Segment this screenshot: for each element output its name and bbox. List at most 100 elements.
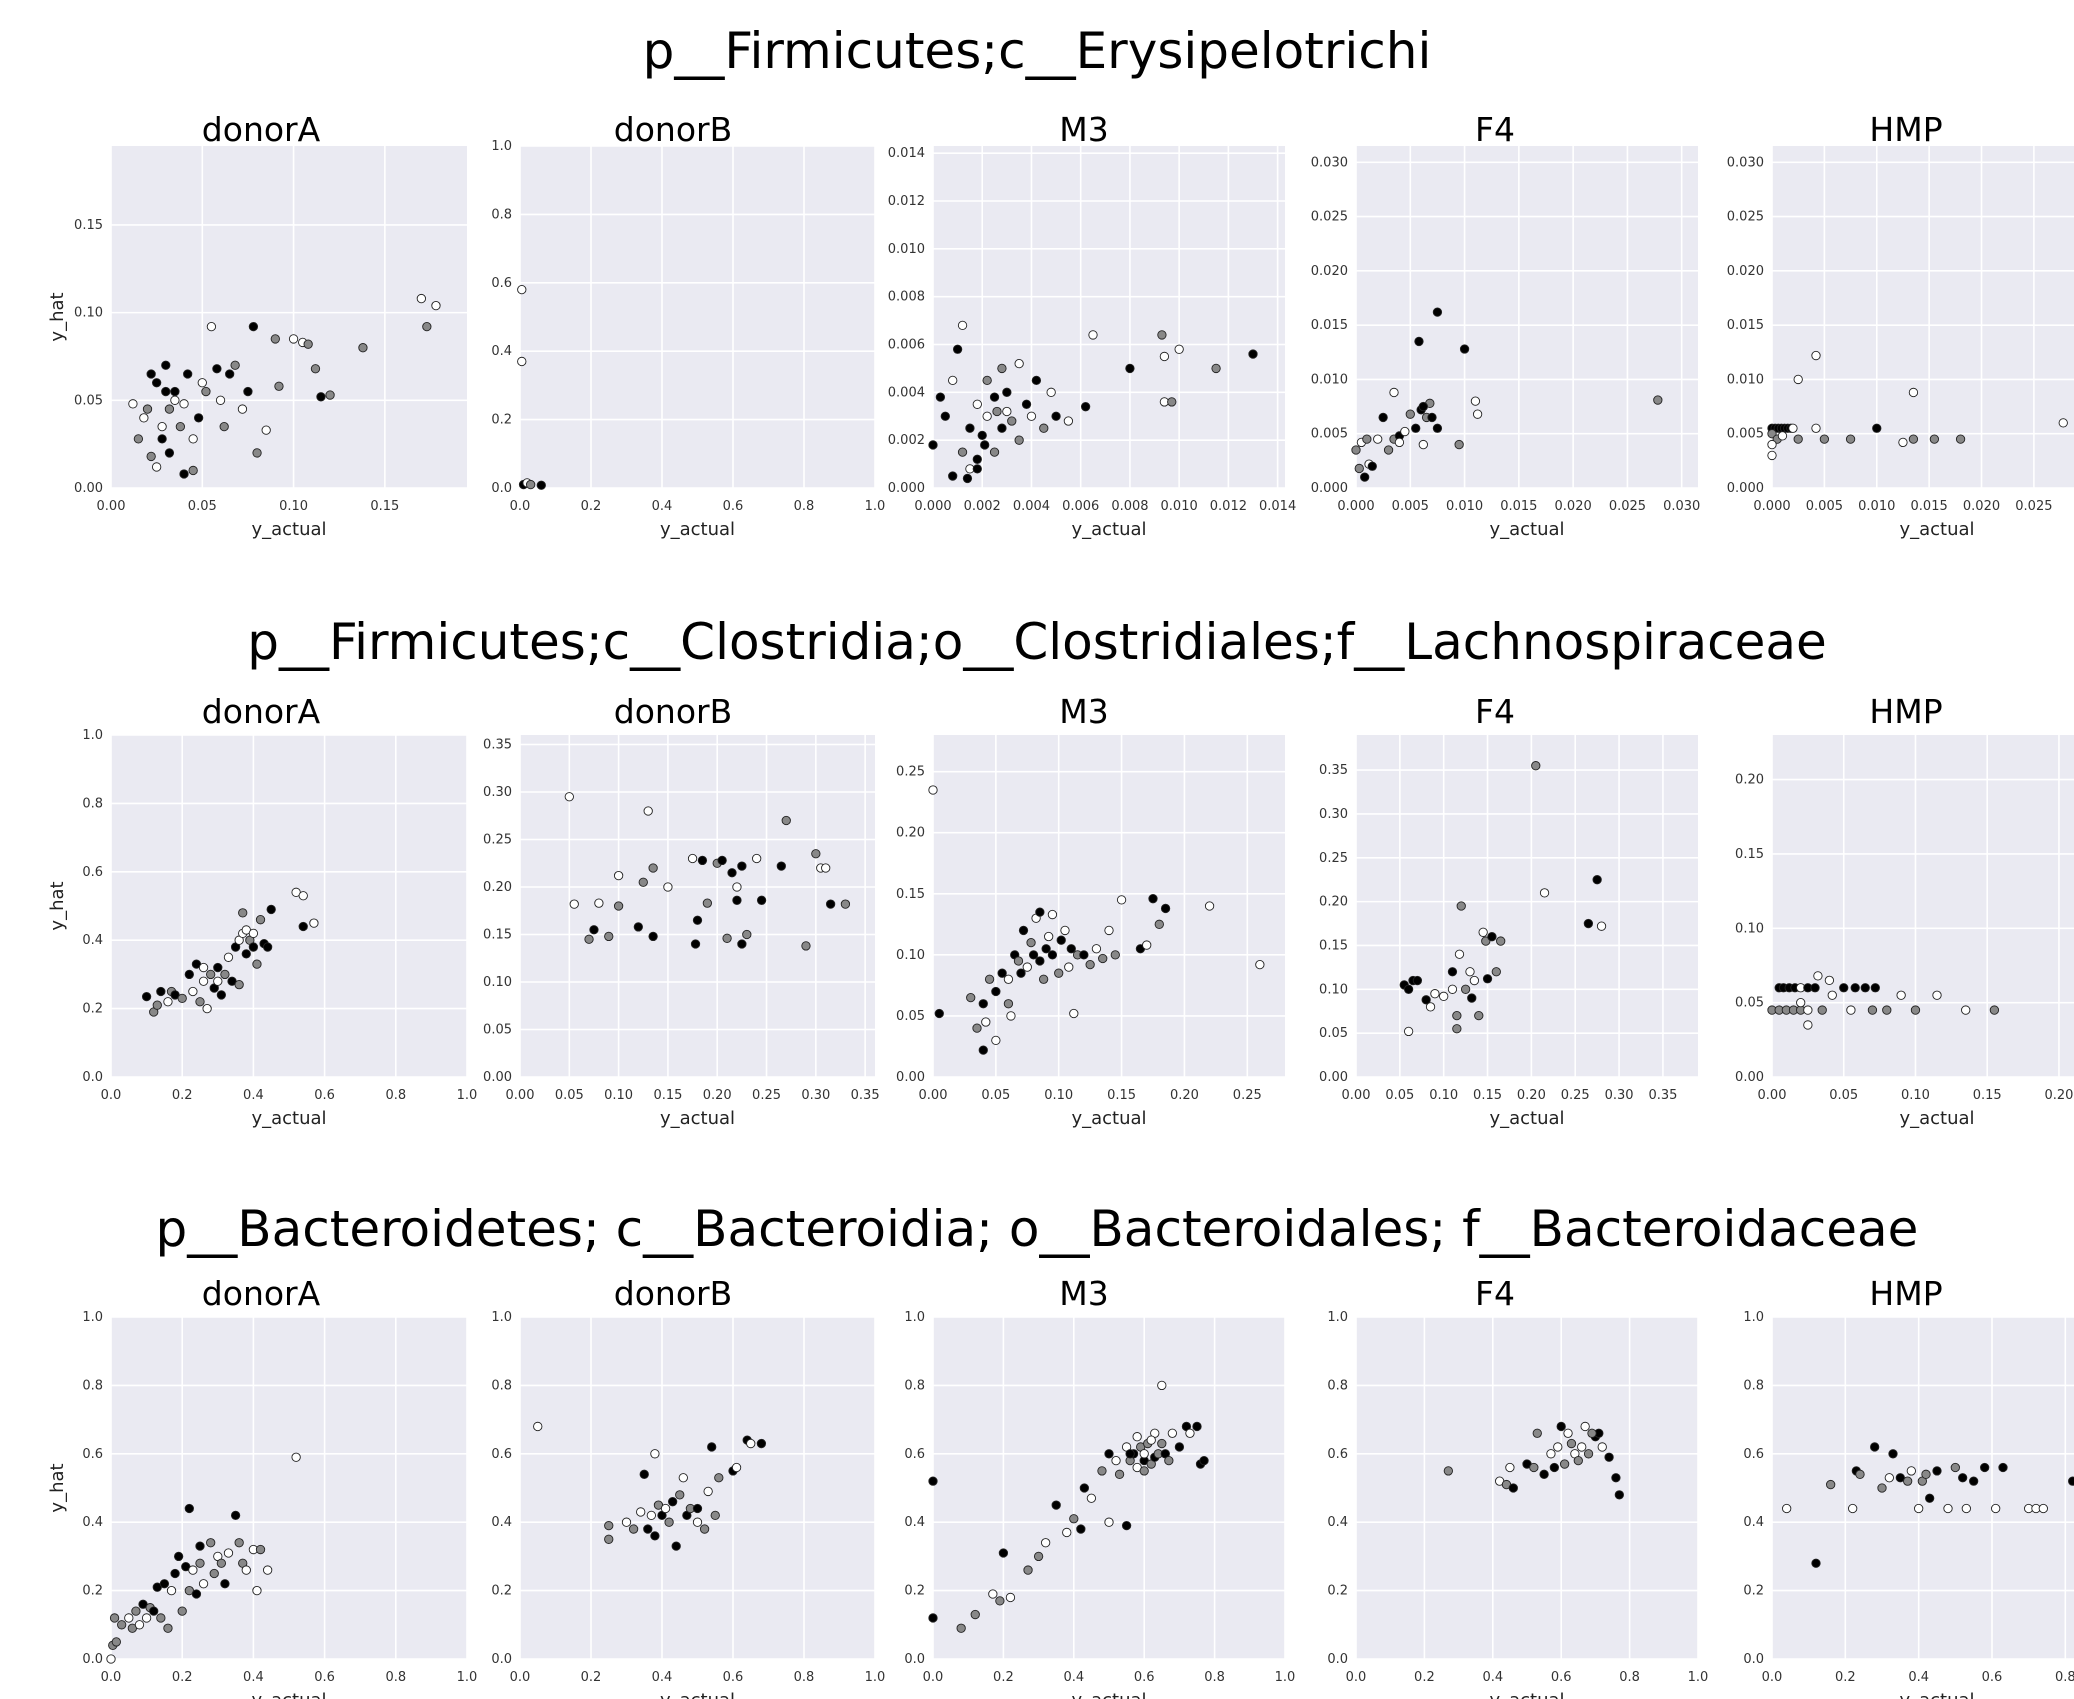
y-tick-label: 0.0 [82,1652,103,1667]
data-point [1884,1473,1894,1483]
x-tick-label: 0.4 [1063,1670,1084,1685]
data-point [206,969,216,980]
panel-title-r1-donorb: donorB [613,692,733,731]
data-point [604,1534,614,1544]
y-tick-label: 0.4 [82,933,103,948]
data-point [671,1541,681,1551]
data-point [1157,1438,1167,1449]
data-point [223,1548,234,1558]
data-point [164,404,175,414]
data-point [1167,397,1177,407]
x-tick-label: 0.6 [314,1088,335,1103]
data-point [1563,1428,1573,1438]
panel-r2-hmp: 0.0 0.2 0.4 0.6 0.8 0.0 0.2 0.4 0.6 0.8 1.0 y_actua… [1743,1310,2074,1699]
plot-area [520,146,875,488]
data-point [1955,434,1966,444]
data-point [935,392,946,402]
plot-area [111,735,467,1077]
data-point [984,974,995,984]
data-point [1505,1462,1515,1473]
data-point [193,413,204,423]
data-point [416,293,427,304]
data-point [1452,1010,1462,1021]
data-point [1255,959,1265,970]
data-point [1583,918,1594,929]
y-tick-label: 0.15 [896,887,925,902]
y-tick-label: 0.2 [904,1584,925,1599]
data-point [1777,431,1788,441]
x-tick-label: 0.0 [923,1670,944,1685]
data-point [1929,434,1940,444]
data-point [690,939,701,949]
data-point [584,934,594,944]
data-point [1989,1005,2000,1015]
y-tick-label: 0.0 [1743,1652,1764,1667]
data-point [179,469,189,479]
data-point [988,1589,998,1599]
y-tick-label: 0.6 [82,865,103,880]
data-point [756,1438,767,1449]
x-tick-label: 0.05 [1385,1088,1414,1103]
data-point [209,1568,219,1579]
data-point [982,411,992,421]
y-tick-label: 0.10 [896,948,925,963]
y-tick-label: 0.005 [1311,427,1348,442]
y-tick-label: 0.10 [1735,921,1764,936]
data-point [1452,1024,1462,1034]
data-point [1076,1524,1086,1534]
y-tick-label: 0.2 [491,1584,512,1599]
y-tick-label: 0.6 [491,1447,512,1462]
data-point [234,980,244,990]
data-point [2068,1476,2074,1486]
data-point [564,792,574,802]
data-point [188,434,198,444]
data-point [1400,426,1410,437]
data-point [309,918,319,928]
data-point [811,849,821,859]
x-tick-label: 0.6 [1134,1670,1155,1685]
x-axis-label: y_actual [1489,519,1564,540]
data-point [274,381,284,391]
data-point [170,1568,180,1579]
y-tick-label: 0.25 [483,833,512,848]
x-tick-label: 0.6 [723,499,744,514]
y-tick-label: 0.010 [1311,372,1348,387]
y-tick-label: 1.0 [82,728,103,743]
data-point [230,360,240,370]
data-point [1091,944,1102,954]
data-point [1026,411,1037,421]
data-point [163,997,173,1007]
x-tick-label: 0.005 [1392,499,1429,514]
data-point [1098,953,1108,964]
data-point [1060,925,1070,936]
data-point [692,1517,703,1527]
x-tick-label: 0.025 [2015,499,2052,514]
data-point [195,1558,205,1568]
panel-r0-m3: 0.000 0.002 0.004 0.006 0.008 0.010 0.012 0.014… [888,146,1296,540]
y-tick-label: 0.10 [1319,982,1348,997]
y-tick-label: 0.014 [888,146,925,161]
y-tick-label: 1.0 [82,1310,103,1325]
y-tick-label: 0.4 [491,1515,512,1530]
data-point [1080,402,1091,412]
data-point [992,406,1002,417]
y-tick-label: 0.15 [1735,847,1764,862]
x-axis-label: y_actual [1489,1108,1564,1129]
data-point [1121,1520,1132,1531]
x-tick-label: 0.30 [801,1088,830,1103]
x-axis-label: y_actual [660,1108,735,1129]
data-point [1146,1435,1156,1445]
data-point [230,1510,241,1521]
x-tick-label: 0.20 [703,1088,732,1103]
data-point [1367,461,1377,471]
data-point [1566,1438,1577,1449]
data-point [1035,956,1045,966]
data-point [1496,936,1506,946]
data-point [1454,439,1464,450]
data-point [1532,1428,1542,1438]
data-point [1903,1476,1913,1486]
y-tick-label: 0.00 [74,481,103,496]
data-point [1033,1551,1044,1562]
data-point [1439,991,1449,1001]
data-point [517,284,527,295]
